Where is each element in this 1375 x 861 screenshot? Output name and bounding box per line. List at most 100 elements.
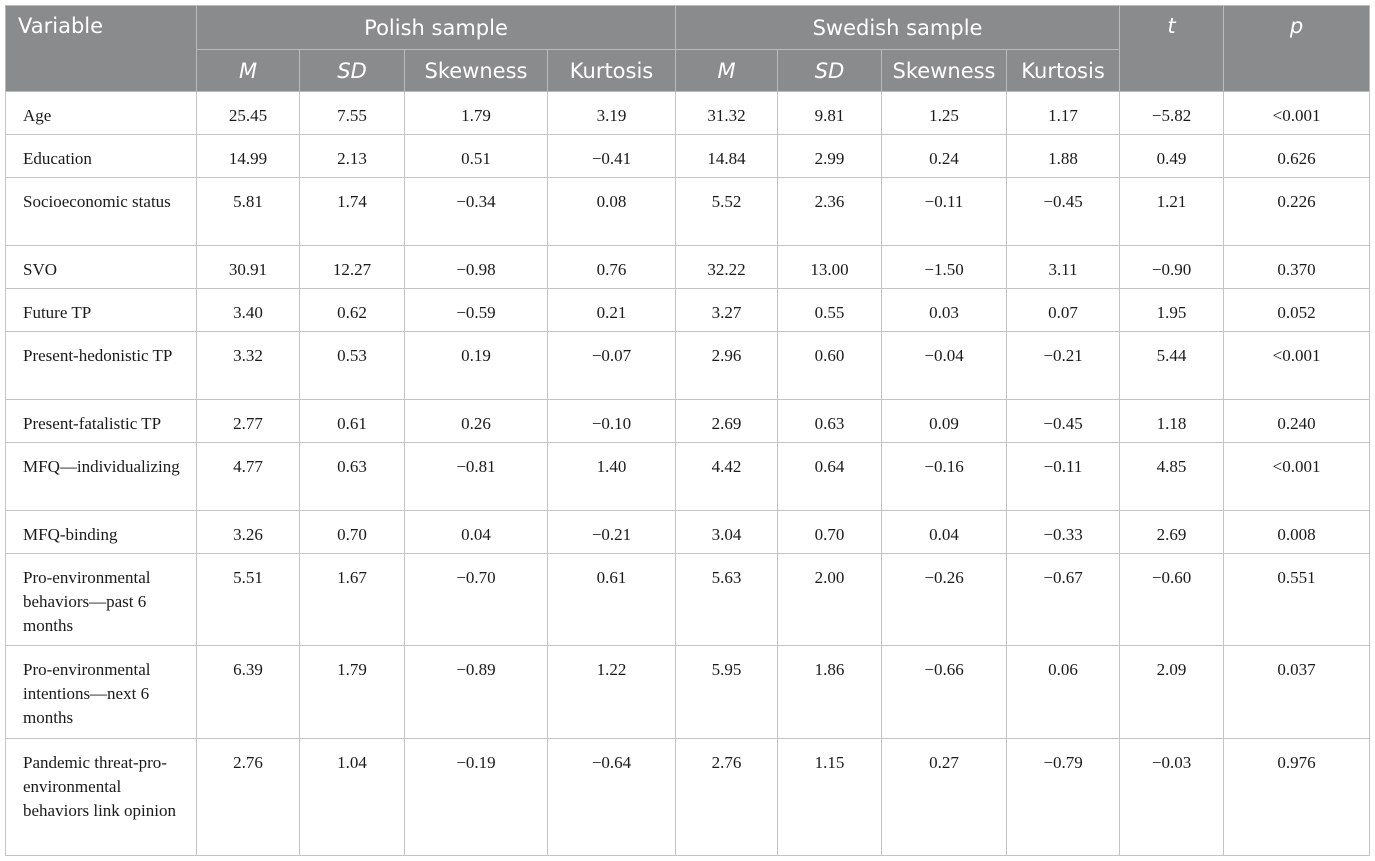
cell-t: 1.18 bbox=[1119, 399, 1225, 443]
cell-polish-m: 6.39 bbox=[196, 645, 300, 739]
cell-polish-m: 3.32 bbox=[196, 331, 300, 400]
row-label: Pandemic threat-pro-environmental behavi… bbox=[5, 738, 197, 856]
cell-swedish-m: 4.42 bbox=[675, 442, 779, 511]
cell-swedish-skewness: 0.24 bbox=[881, 134, 1008, 178]
cell-p: 0.370 bbox=[1223, 245, 1371, 289]
table-header: Variable Polish sample Swedish sample t … bbox=[5, 5, 1371, 92]
cell-swedish-skewness: 0.27 bbox=[881, 738, 1008, 856]
cell-swedish-kurtosis: −0.67 bbox=[1006, 553, 1121, 646]
cell-swedish-skewness: 0.04 bbox=[881, 510, 1008, 554]
cell-swedish-sd: 1.15 bbox=[777, 738, 883, 856]
cell-polish-skewness: 1.79 bbox=[404, 91, 548, 135]
cell-t: −0.90 bbox=[1119, 245, 1225, 289]
cell-t: 1.21 bbox=[1119, 177, 1225, 246]
cell-swedish-kurtosis: 3.11 bbox=[1006, 245, 1121, 289]
cell-swedish-kurtosis: 1.17 bbox=[1006, 91, 1121, 135]
table-row: Age 25.45 7.55 1.79 3.19 31.32 9.81 1.25 1.17 −5.… bbox=[5, 91, 1371, 135]
cell-t: 0.49 bbox=[1119, 134, 1225, 178]
cell-swedish-kurtosis: −0.45 bbox=[1006, 177, 1121, 246]
cell-swedish-kurtosis: −0.79 bbox=[1006, 738, 1121, 856]
cell-polish-m: 25.45 bbox=[196, 91, 300, 135]
table-row: Socioeconomic status 5.81 1.74 −0.34 0.08 5.5… bbox=[5, 177, 1371, 246]
header-p: p bbox=[1223, 5, 1371, 92]
cell-swedish-kurtosis: −0.33 bbox=[1006, 510, 1121, 554]
cell-polish-skewness: −0.98 bbox=[404, 245, 548, 289]
cell-polish-kurtosis: 0.21 bbox=[546, 288, 677, 332]
header-group-polish: Polish sample bbox=[195, 5, 677, 50]
cell-polish-kurtosis: 1.22 bbox=[546, 645, 677, 739]
cell-swedish-skewness: −0.11 bbox=[881, 177, 1008, 246]
cell-swedish-kurtosis: −0.21 bbox=[1006, 331, 1121, 400]
cell-swedish-skewness: −1.50 bbox=[881, 245, 1008, 289]
cell-polish-m: 3.26 bbox=[196, 510, 300, 554]
cell-polish-sd: 0.63 bbox=[299, 442, 405, 511]
cell-polish-sd: 1.04 bbox=[299, 738, 405, 856]
cell-swedish-skewness: 0.03 bbox=[881, 288, 1008, 332]
cell-p: 0.226 bbox=[1223, 177, 1371, 246]
header-swedish-sd: SD bbox=[777, 49, 883, 92]
cell-p: <0.001 bbox=[1223, 442, 1371, 511]
cell-polish-sd: 1.79 bbox=[299, 645, 405, 739]
cell-p: 0.551 bbox=[1223, 553, 1371, 646]
cell-polish-m: 14.99 bbox=[196, 134, 300, 178]
table-row: Education 14.99 2.13 0.51 −0.41 14.84 2.99 0.24… bbox=[5, 134, 1371, 178]
cell-swedish-m: 2.69 bbox=[675, 399, 779, 443]
cell-t: 2.69 bbox=[1119, 510, 1225, 554]
table-body: Age 25.45 7.55 1.79 3.19 31.32 9.81 1.25 1.17 −5.… bbox=[5, 91, 1371, 856]
cell-p: 0.976 bbox=[1223, 738, 1371, 856]
row-label: Present-hedonistic TP bbox=[5, 331, 197, 400]
cell-polish-skewness: −0.19 bbox=[404, 738, 548, 856]
table-row: Pro-environmental intentions—next 6 mont… bbox=[5, 645, 1371, 739]
cell-polish-kurtosis: 0.76 bbox=[546, 245, 677, 289]
cell-swedish-m: 3.27 bbox=[675, 288, 779, 332]
cell-polish-kurtosis: −0.41 bbox=[546, 134, 677, 178]
cell-polish-m: 5.81 bbox=[196, 177, 300, 246]
cell-polish-kurtosis: −0.07 bbox=[546, 331, 677, 400]
cell-polish-skewness: −0.89 bbox=[404, 645, 548, 739]
cell-swedish-sd: 9.81 bbox=[777, 91, 883, 135]
table-row: Future TP 3.40 0.62 −0.59 0.21 3.27 0.55 0.03 0.… bbox=[5, 288, 1371, 332]
cell-p: 0.037 bbox=[1223, 645, 1371, 739]
cell-swedish-m: 2.96 bbox=[675, 331, 779, 400]
table-row: Present-fatalistic TP 2.77 0.61 0.26 −0.10 2.… bbox=[5, 399, 1371, 443]
cell-p: 0.008 bbox=[1223, 510, 1371, 554]
cell-polish-m: 30.91 bbox=[196, 245, 300, 289]
table-row: MFQ-binding 3.26 0.70 0.04 −0.21 3.04 0.70 0.04… bbox=[5, 510, 1371, 554]
cell-swedish-sd: 2.99 bbox=[777, 134, 883, 178]
row-label: Pro-environmental intentions—next 6 mont… bbox=[5, 645, 197, 739]
cell-swedish-sd: 0.60 bbox=[777, 331, 883, 400]
cell-swedish-kurtosis: −0.45 bbox=[1006, 399, 1121, 443]
cell-polish-skewness: −0.81 bbox=[404, 442, 548, 511]
cell-swedish-sd: 2.36 bbox=[777, 177, 883, 246]
cell-polish-kurtosis: −0.64 bbox=[546, 738, 677, 856]
cell-polish-kurtosis: 0.61 bbox=[546, 553, 677, 646]
header-variable: Variable bbox=[5, 5, 197, 92]
cell-polish-m: 5.51 bbox=[196, 553, 300, 646]
cell-polish-skewness: −0.34 bbox=[404, 177, 548, 246]
cell-p: <0.001 bbox=[1223, 91, 1371, 135]
cell-swedish-skewness: −0.16 bbox=[881, 442, 1008, 511]
cell-p: 0.626 bbox=[1223, 134, 1371, 178]
cell-t: 1.95 bbox=[1119, 288, 1225, 332]
cell-polish-m: 4.77 bbox=[196, 442, 300, 511]
header-swedish-skewness: Skewness bbox=[881, 49, 1008, 92]
cell-t: −5.82 bbox=[1119, 91, 1225, 135]
cell-polish-sd: 1.74 bbox=[299, 177, 405, 246]
cell-t: −0.03 bbox=[1119, 738, 1225, 856]
table-row: Present-hedonistic TP 3.32 0.53 0.19 −0.07 2.… bbox=[5, 331, 1371, 400]
cell-polish-sd: 0.61 bbox=[299, 399, 405, 443]
cell-polish-kurtosis: 0.08 bbox=[546, 177, 677, 246]
data-table-container: Variable Polish sample Swedish sample t … bbox=[5, 5, 1371, 856]
cell-swedish-m: 5.95 bbox=[675, 645, 779, 739]
row-label: Pro-environmental behaviors—past 6 month… bbox=[5, 553, 197, 646]
cell-polish-skewness: 0.04 bbox=[404, 510, 548, 554]
cell-p: 0.052 bbox=[1223, 288, 1371, 332]
cell-swedish-sd: 0.55 bbox=[777, 288, 883, 332]
cell-p: 0.240 bbox=[1223, 399, 1371, 443]
cell-polish-kurtosis: −0.10 bbox=[546, 399, 677, 443]
cell-swedish-m: 5.63 bbox=[675, 553, 779, 646]
descriptive-statistics-table: Variable Polish sample Swedish sample t … bbox=[5, 5, 1371, 856]
cell-polish-sd: 1.67 bbox=[299, 553, 405, 646]
cell-polish-skewness: 0.26 bbox=[404, 399, 548, 443]
cell-p: <0.001 bbox=[1223, 331, 1371, 400]
